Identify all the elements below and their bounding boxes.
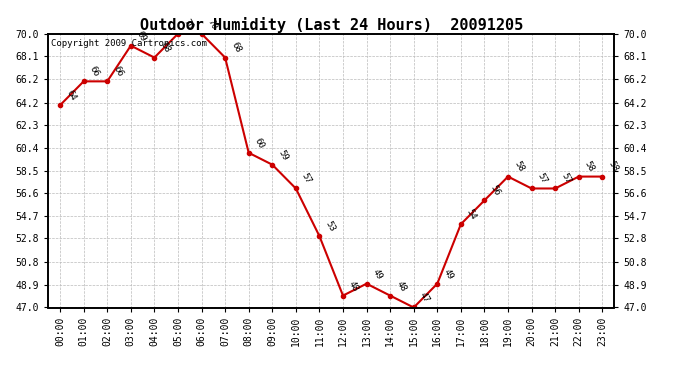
Text: 58: 58 [512, 160, 525, 174]
Text: 64: 64 [64, 88, 77, 102]
Text: Copyright 2009 Cartronics.com: Copyright 2009 Cartronics.com [51, 39, 207, 48]
Text: 70: 70 [206, 17, 219, 31]
Title: Outdoor Humidity (Last 24 Hours)  20091205: Outdoor Humidity (Last 24 Hours) 2009120… [139, 16, 523, 33]
Text: 48: 48 [347, 279, 360, 293]
Text: 70: 70 [182, 17, 195, 31]
Text: 58: 58 [607, 160, 620, 174]
Text: 66: 66 [88, 65, 101, 79]
Text: 69: 69 [135, 29, 148, 43]
Text: 49: 49 [442, 267, 455, 281]
Text: 66: 66 [111, 65, 125, 79]
Text: 49: 49 [371, 267, 384, 281]
Text: 59: 59 [277, 148, 290, 162]
Text: 47: 47 [418, 291, 431, 305]
Text: 53: 53 [324, 219, 337, 233]
Text: 68: 68 [229, 41, 242, 55]
Text: 48: 48 [394, 279, 408, 293]
Text: 54: 54 [465, 208, 478, 221]
Text: 57: 57 [560, 172, 573, 186]
Text: 56: 56 [489, 184, 502, 198]
Text: 68: 68 [159, 41, 172, 55]
Text: 60: 60 [253, 136, 266, 150]
Text: 57: 57 [535, 172, 549, 186]
Text: 58: 58 [583, 160, 596, 174]
Text: 57: 57 [300, 172, 313, 186]
